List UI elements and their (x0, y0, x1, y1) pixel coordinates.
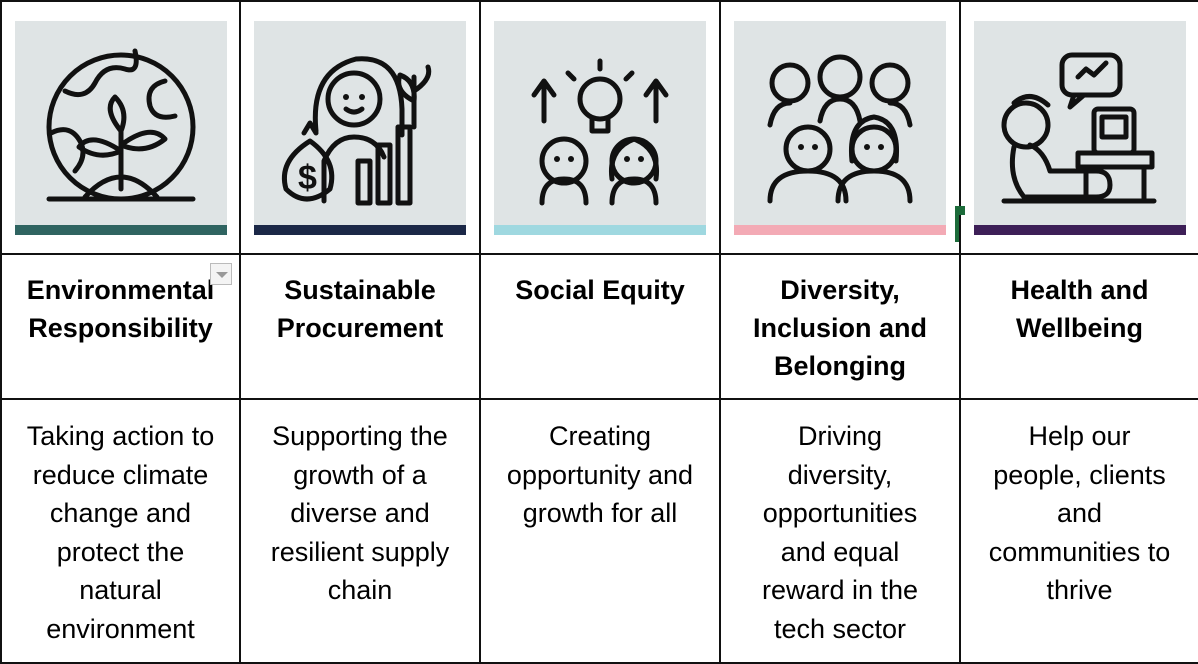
icon-cell (719, 0, 961, 255)
icon-cell (479, 0, 721, 255)
icon-row: $ (0, 0, 1198, 255)
column-description: Driving diversity, opportunities and equal r… (761, 421, 919, 644)
column-description: Creating opportunity and growth for all (506, 421, 694, 528)
icon-tile: $ (254, 21, 466, 235)
person-relaxing-computer-icon (1001, 52, 1156, 204)
title-cell: Social Equity (479, 253, 721, 400)
description-cell: Help our people, clients and communities to… (959, 398, 1198, 664)
globe-plant-icon (46, 48, 195, 202)
icon-tile (973, 21, 1186, 235)
title-cell: Health and Wellbeing (959, 253, 1198, 400)
column-description: Taking action to reduce climate change and… (26, 421, 215, 644)
icon-cell (959, 0, 1198, 255)
icon-cell (0, 0, 241, 255)
title-cell: Environmental Responsibility (0, 253, 241, 400)
column-title: Diversity, Inclusion and Belonging (752, 275, 927, 381)
description-cell: Supporting the growth of a diverse and resi… (239, 398, 481, 664)
icon-tile (734, 21, 946, 235)
description-row: Taking action to reduce climate change and… (0, 398, 1198, 664)
column-title: Social Equity (515, 275, 685, 305)
accent-bar (973, 225, 1186, 235)
description-cell: Taking action to reduce climate change and… (0, 398, 241, 664)
svg-text:$: $ (298, 159, 317, 197)
icon-tile (494, 21, 706, 235)
title-cell: Sustainable Procurement (239, 253, 481, 400)
cell-dropdown-icon[interactable] (210, 263, 232, 285)
accent-bar (494, 225, 706, 235)
column-description: Help our people, clients and communities to… (988, 421, 1171, 605)
title-cell: Diversity, Inclusion and Belonging (719, 253, 961, 400)
people-idea-growth-icon (531, 58, 669, 206)
description-cell: Driving diversity, opportunities and equal r… (719, 398, 961, 664)
diverse-group-icon (767, 54, 913, 204)
accent-bar (14, 225, 227, 235)
icon-tile (14, 21, 227, 235)
column-title: Environmental Responsibility (26, 275, 215, 343)
accent-bar (254, 225, 466, 235)
column-title: Health and Wellbeing (1010, 275, 1149, 343)
icon-cell: $ (239, 0, 481, 255)
woman-money-growth-icon: $ (282, 56, 432, 206)
column-title: Sustainable Procurement (276, 275, 444, 343)
column-description: Supporting the growth of a diverse and resi… (270, 421, 450, 605)
title-row: Environmental Responsibility Sustainable P… (0, 253, 1198, 400)
accent-bar (734, 225, 946, 235)
text-cursor-marker (955, 206, 965, 242)
description-cell: Creating opportunity and growth for all (479, 398, 721, 664)
